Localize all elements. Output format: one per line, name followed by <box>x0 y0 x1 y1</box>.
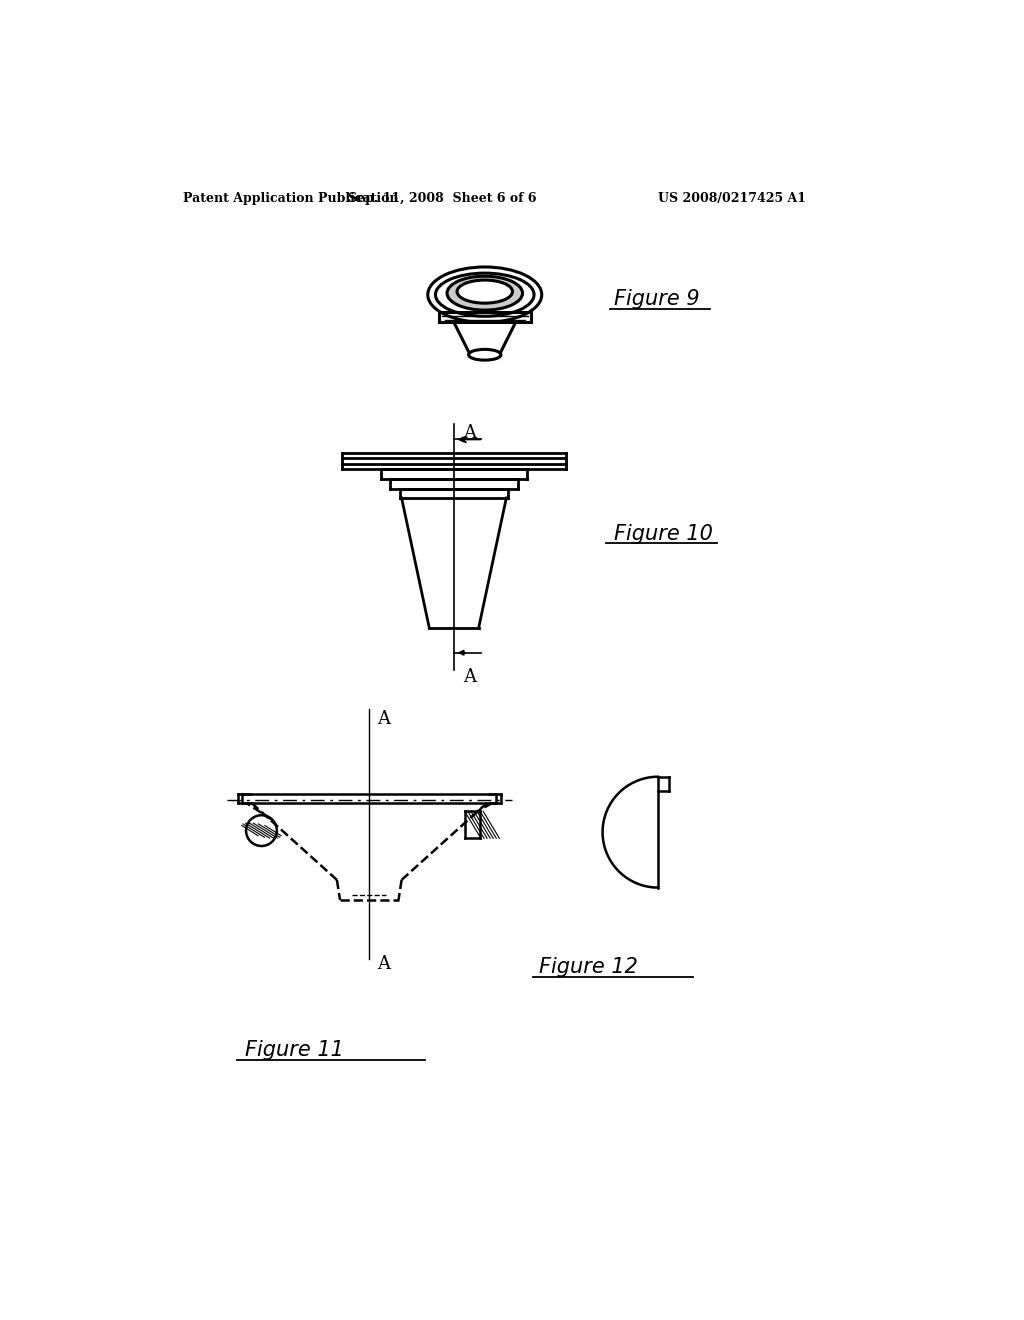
Text: A: A <box>463 424 476 442</box>
Ellipse shape <box>457 280 512 304</box>
Text: Figure 10: Figure 10 <box>614 524 713 544</box>
Text: Patent Application Publication: Patent Application Publication <box>183 191 398 205</box>
Text: A: A <box>377 956 390 973</box>
Text: US 2008/0217425 A1: US 2008/0217425 A1 <box>658 191 806 205</box>
Text: Sep. 11, 2008  Sheet 6 of 6: Sep. 11, 2008 Sheet 6 of 6 <box>348 191 537 205</box>
Ellipse shape <box>447 276 522 310</box>
Text: A: A <box>463 668 476 686</box>
Text: Figure 11: Figure 11 <box>245 1040 343 1060</box>
Text: Figure 12: Figure 12 <box>539 957 638 977</box>
Ellipse shape <box>469 350 501 360</box>
Text: Figure 9: Figure 9 <box>614 289 699 309</box>
Text: A: A <box>377 710 390 729</box>
